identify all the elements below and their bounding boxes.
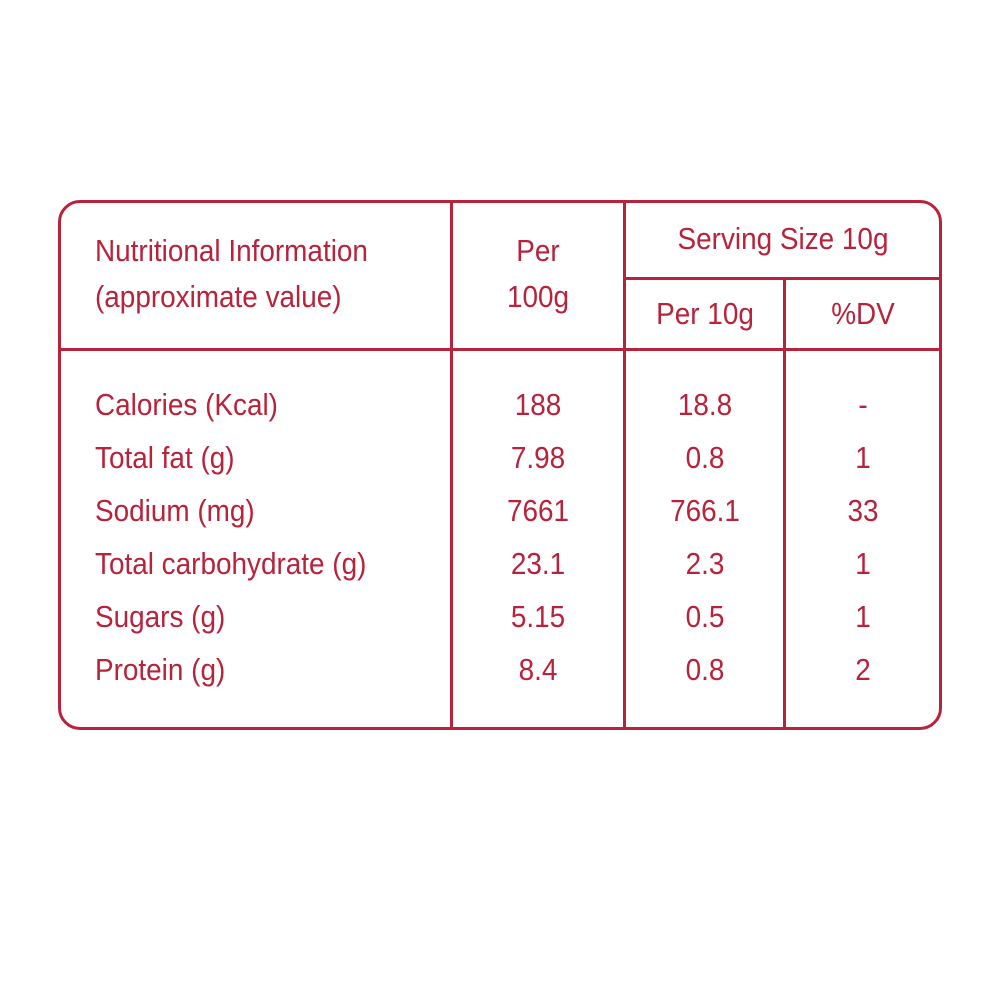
header-per100-line2: 100g	[506, 279, 570, 314]
header-divider	[60, 348, 940, 351]
divider-after-name-column	[450, 202, 453, 728]
row-per10: 766.1	[670, 493, 740, 528]
row-per10: 0.8	[685, 652, 725, 687]
row-name: Total carbohydrate (g)	[95, 546, 367, 581]
header-per10: Per 10g	[656, 296, 754, 331]
row-per10: 0.8	[685, 440, 725, 475]
row-dv: 33	[847, 493, 879, 528]
header-per100-line1: Per	[516, 233, 560, 268]
row-dv: -	[858, 387, 868, 422]
row-name: Protein (g)	[95, 652, 226, 687]
row-dv: 2	[855, 652, 871, 687]
nutrition-table	[58, 200, 942, 730]
row-per100: 5.15	[510, 599, 566, 634]
row-per100: 23.1	[510, 546, 566, 581]
header-info-line1: Nutritional Information	[95, 233, 368, 268]
header-serving-size: Serving Size 10g	[677, 221, 889, 256]
row-name: Sodium (mg)	[95, 493, 255, 528]
serving-size-divider	[625, 277, 940, 280]
row-dv: 1	[855, 546, 871, 581]
row-name: Total fat (g)	[95, 440, 235, 475]
row-per100: 8.4	[518, 652, 558, 687]
header-info-line2: (approximate value)	[95, 279, 342, 314]
row-per100: 7.98	[510, 440, 566, 475]
row-per100: 7661	[506, 493, 570, 528]
row-dv: 1	[855, 440, 871, 475]
divider-after-per100-column	[623, 202, 626, 728]
divider-after-per10-column	[783, 279, 786, 728]
row-per100: 188	[514, 387, 562, 422]
row-per10: 0.5	[685, 599, 725, 634]
row-dv: 1	[855, 599, 871, 634]
header-dv: %DV	[831, 296, 895, 331]
row-per10: 2.3	[685, 546, 725, 581]
row-per10: 18.8	[677, 387, 733, 422]
row-name: Calories (Kcal)	[95, 387, 278, 422]
row-name: Sugars (g)	[95, 599, 226, 634]
